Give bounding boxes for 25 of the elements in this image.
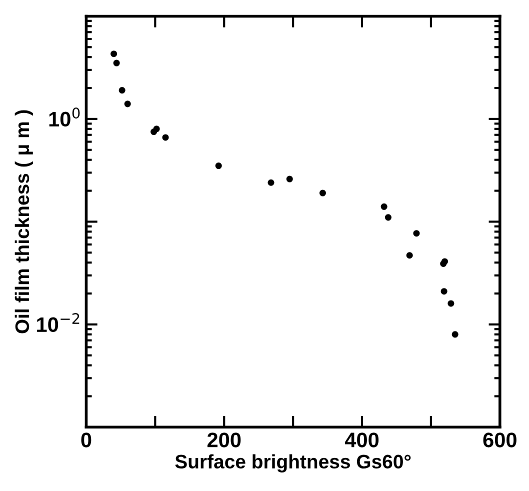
- point: [440, 288, 448, 295]
- x-tick-label: 0: [81, 432, 92, 448]
- x-tick-label: 600: [483, 432, 516, 448]
- point: [110, 50, 118, 58]
- point: [452, 331, 458, 338]
- point: [384, 214, 392, 221]
- point: [268, 179, 274, 186]
- point: [153, 126, 160, 132]
- point: [286, 176, 293, 182]
- point: [380, 203, 388, 210]
- point: [319, 190, 326, 196]
- point: [215, 162, 222, 170]
- point: [118, 87, 126, 94]
- point: [124, 100, 131, 108]
- y-tick-label: 10$^{−2}$: [37, 313, 80, 332]
- point: [448, 300, 454, 307]
- y-tick-label: 10$^{0}$: [49, 108, 80, 127]
- point: [406, 252, 413, 259]
- point: [413, 230, 420, 237]
- x-tick-label: 200: [207, 432, 241, 448]
- point: [113, 60, 120, 66]
- x-axis-title: Surface brightness Gs60°: [175, 454, 411, 472]
- point: [162, 134, 169, 141]
- y-axis-title: Oil film thickness ( μ m ): [14, 110, 33, 334]
- x-tick-label: 400: [344, 432, 379, 448]
